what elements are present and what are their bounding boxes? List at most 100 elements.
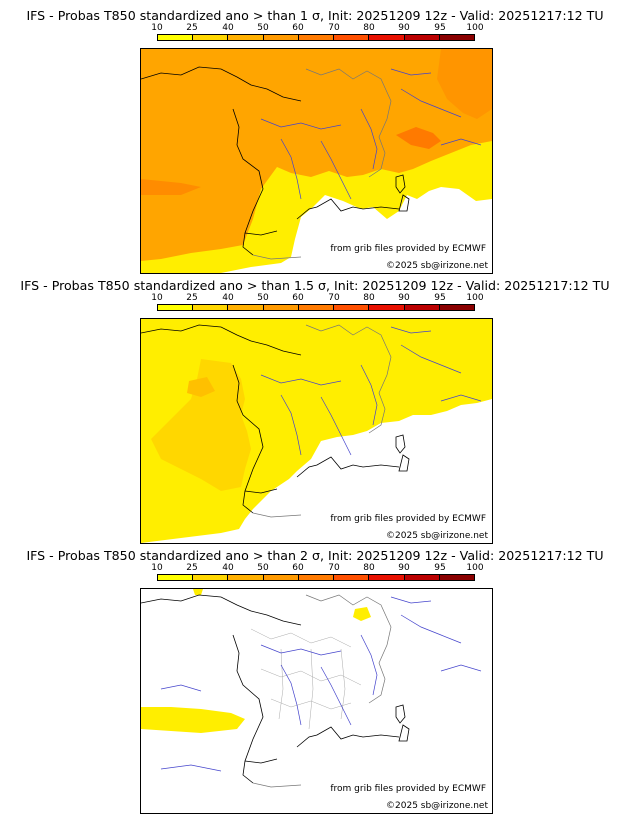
coastline	[141, 324, 400, 514]
map-area: from grib files provided by ECMWF ©2025 …	[140, 588, 493, 814]
legend-tick: 95	[434, 293, 446, 303]
map-area: from grib files provided by ECMWF ©2025 …	[140, 318, 493, 544]
legend-tick: 100	[466, 23, 484, 33]
copyright-credit: ©2025 sb@irizone.net	[386, 801, 488, 811]
legend-swatch	[334, 305, 370, 310]
legend-tick: 100	[466, 293, 484, 303]
coastline	[141, 66, 400, 256]
coastline	[395, 704, 410, 742]
legend-tick: 80	[363, 293, 375, 303]
legend-tick: 50	[257, 23, 269, 33]
panel-title: IFS - Probas T850 standardized ano > tha…	[26, 548, 604, 563]
legend-swatch	[334, 575, 370, 580]
river	[160, 596, 482, 772]
legend-swatch	[228, 305, 264, 310]
legend-tick: 40	[222, 293, 234, 303]
legend-tick: 95	[434, 23, 446, 33]
probability-field	[187, 377, 215, 397]
legend-swatch	[439, 35, 474, 40]
legend-swatch	[298, 575, 335, 580]
legend-tick: 10	[151, 293, 163, 303]
legend-swatch	[158, 305, 194, 310]
legend-swatch	[404, 305, 440, 310]
probability-field	[151, 359, 251, 491]
legend-swatch	[228, 35, 264, 40]
legend-swatch	[404, 35, 440, 40]
legend-tick: 25	[186, 293, 198, 303]
probability-field	[396, 127, 441, 149]
legend-tick: 60	[292, 23, 304, 33]
probability-field	[141, 179, 201, 195]
legend-tick: 60	[292, 563, 304, 573]
map-canvas	[141, 319, 492, 543]
legend-tick: 25	[186, 23, 198, 33]
map-canvas	[141, 49, 492, 273]
legend-colorbar	[157, 304, 475, 311]
color-legend: 10 25 40 50 60 70 80 90 95 100	[151, 563, 484, 581]
legend-swatch	[369, 35, 405, 40]
coastline	[141, 594, 400, 784]
color-legend: 10 25 40 50 60 70 80 90 95 100	[151, 23, 484, 41]
legend-tick: 10	[151, 23, 163, 33]
source-credit: from grib files provided by ECMWF	[330, 244, 486, 254]
legend-swatch	[439, 305, 474, 310]
legend-swatch	[334, 35, 370, 40]
probability-field	[141, 49, 492, 261]
country-border	[252, 68, 392, 260]
legend-colorbar	[157, 574, 475, 581]
coastline	[395, 434, 410, 472]
legend-tick: 80	[363, 563, 375, 573]
legend-swatch	[404, 575, 440, 580]
legend-swatch	[193, 35, 229, 40]
legend-tick: 100	[466, 563, 484, 573]
legend-tick: 90	[398, 23, 410, 33]
region-border	[250, 628, 362, 730]
country-border	[252, 594, 392, 788]
legend-colorbar	[157, 34, 475, 41]
legend-tick: 95	[434, 563, 446, 573]
map-canvas	[141, 589, 492, 813]
legend-swatch	[193, 305, 229, 310]
legend-tick: 40	[222, 23, 234, 33]
legend-swatch	[369, 305, 405, 310]
panel-title: IFS - Probas T850 standardized ano > tha…	[26, 8, 604, 23]
copyright-credit: ©2025 sb@irizone.net	[386, 531, 488, 541]
probability-field	[437, 49, 492, 119]
panel-title: IFS - Probas T850 standardized ano > tha…	[20, 278, 610, 293]
legend-tick: 70	[328, 23, 340, 33]
legend-tick: 50	[257, 563, 269, 573]
legend-tick: 40	[222, 563, 234, 573]
copyright-credit: ©2025 sb@irizone.net	[386, 261, 488, 271]
legend-swatch	[369, 575, 405, 580]
legend-swatch	[158, 35, 194, 40]
color-legend: 10 25 40 50 60 70 80 90 95 100	[151, 293, 484, 311]
legend-tick: 50	[257, 293, 269, 303]
source-credit: from grib files provided by ECMWF	[330, 514, 486, 524]
legend-swatch	[228, 575, 264, 580]
legend-tick: 80	[363, 23, 375, 33]
legend-tick: 60	[292, 293, 304, 303]
coastline	[395, 174, 410, 212]
legend-swatch	[193, 575, 229, 580]
legend-swatch	[263, 575, 299, 580]
legend-swatch	[158, 575, 194, 580]
river	[260, 326, 482, 456]
legend-tick: 70	[328, 563, 340, 573]
legend-tick: 25	[186, 563, 198, 573]
probability-field	[353, 607, 371, 621]
legend-swatch	[298, 305, 335, 310]
legend-swatch	[439, 575, 474, 580]
probability-field	[141, 707, 245, 733]
legend-swatch	[263, 305, 299, 310]
legend-swatch	[298, 35, 335, 40]
country-border	[252, 324, 392, 518]
legend-tick: 90	[398, 293, 410, 303]
legend-tick: 70	[328, 293, 340, 303]
legend-tick: 10	[151, 563, 163, 573]
legend-tick: 90	[398, 563, 410, 573]
legend-swatch	[263, 35, 299, 40]
source-credit: from grib files provided by ECMWF	[330, 784, 486, 794]
map-area: from grib files provided by ECMWF ©2025 …	[140, 48, 493, 274]
probability-field	[193, 589, 203, 595]
river	[260, 68, 482, 200]
